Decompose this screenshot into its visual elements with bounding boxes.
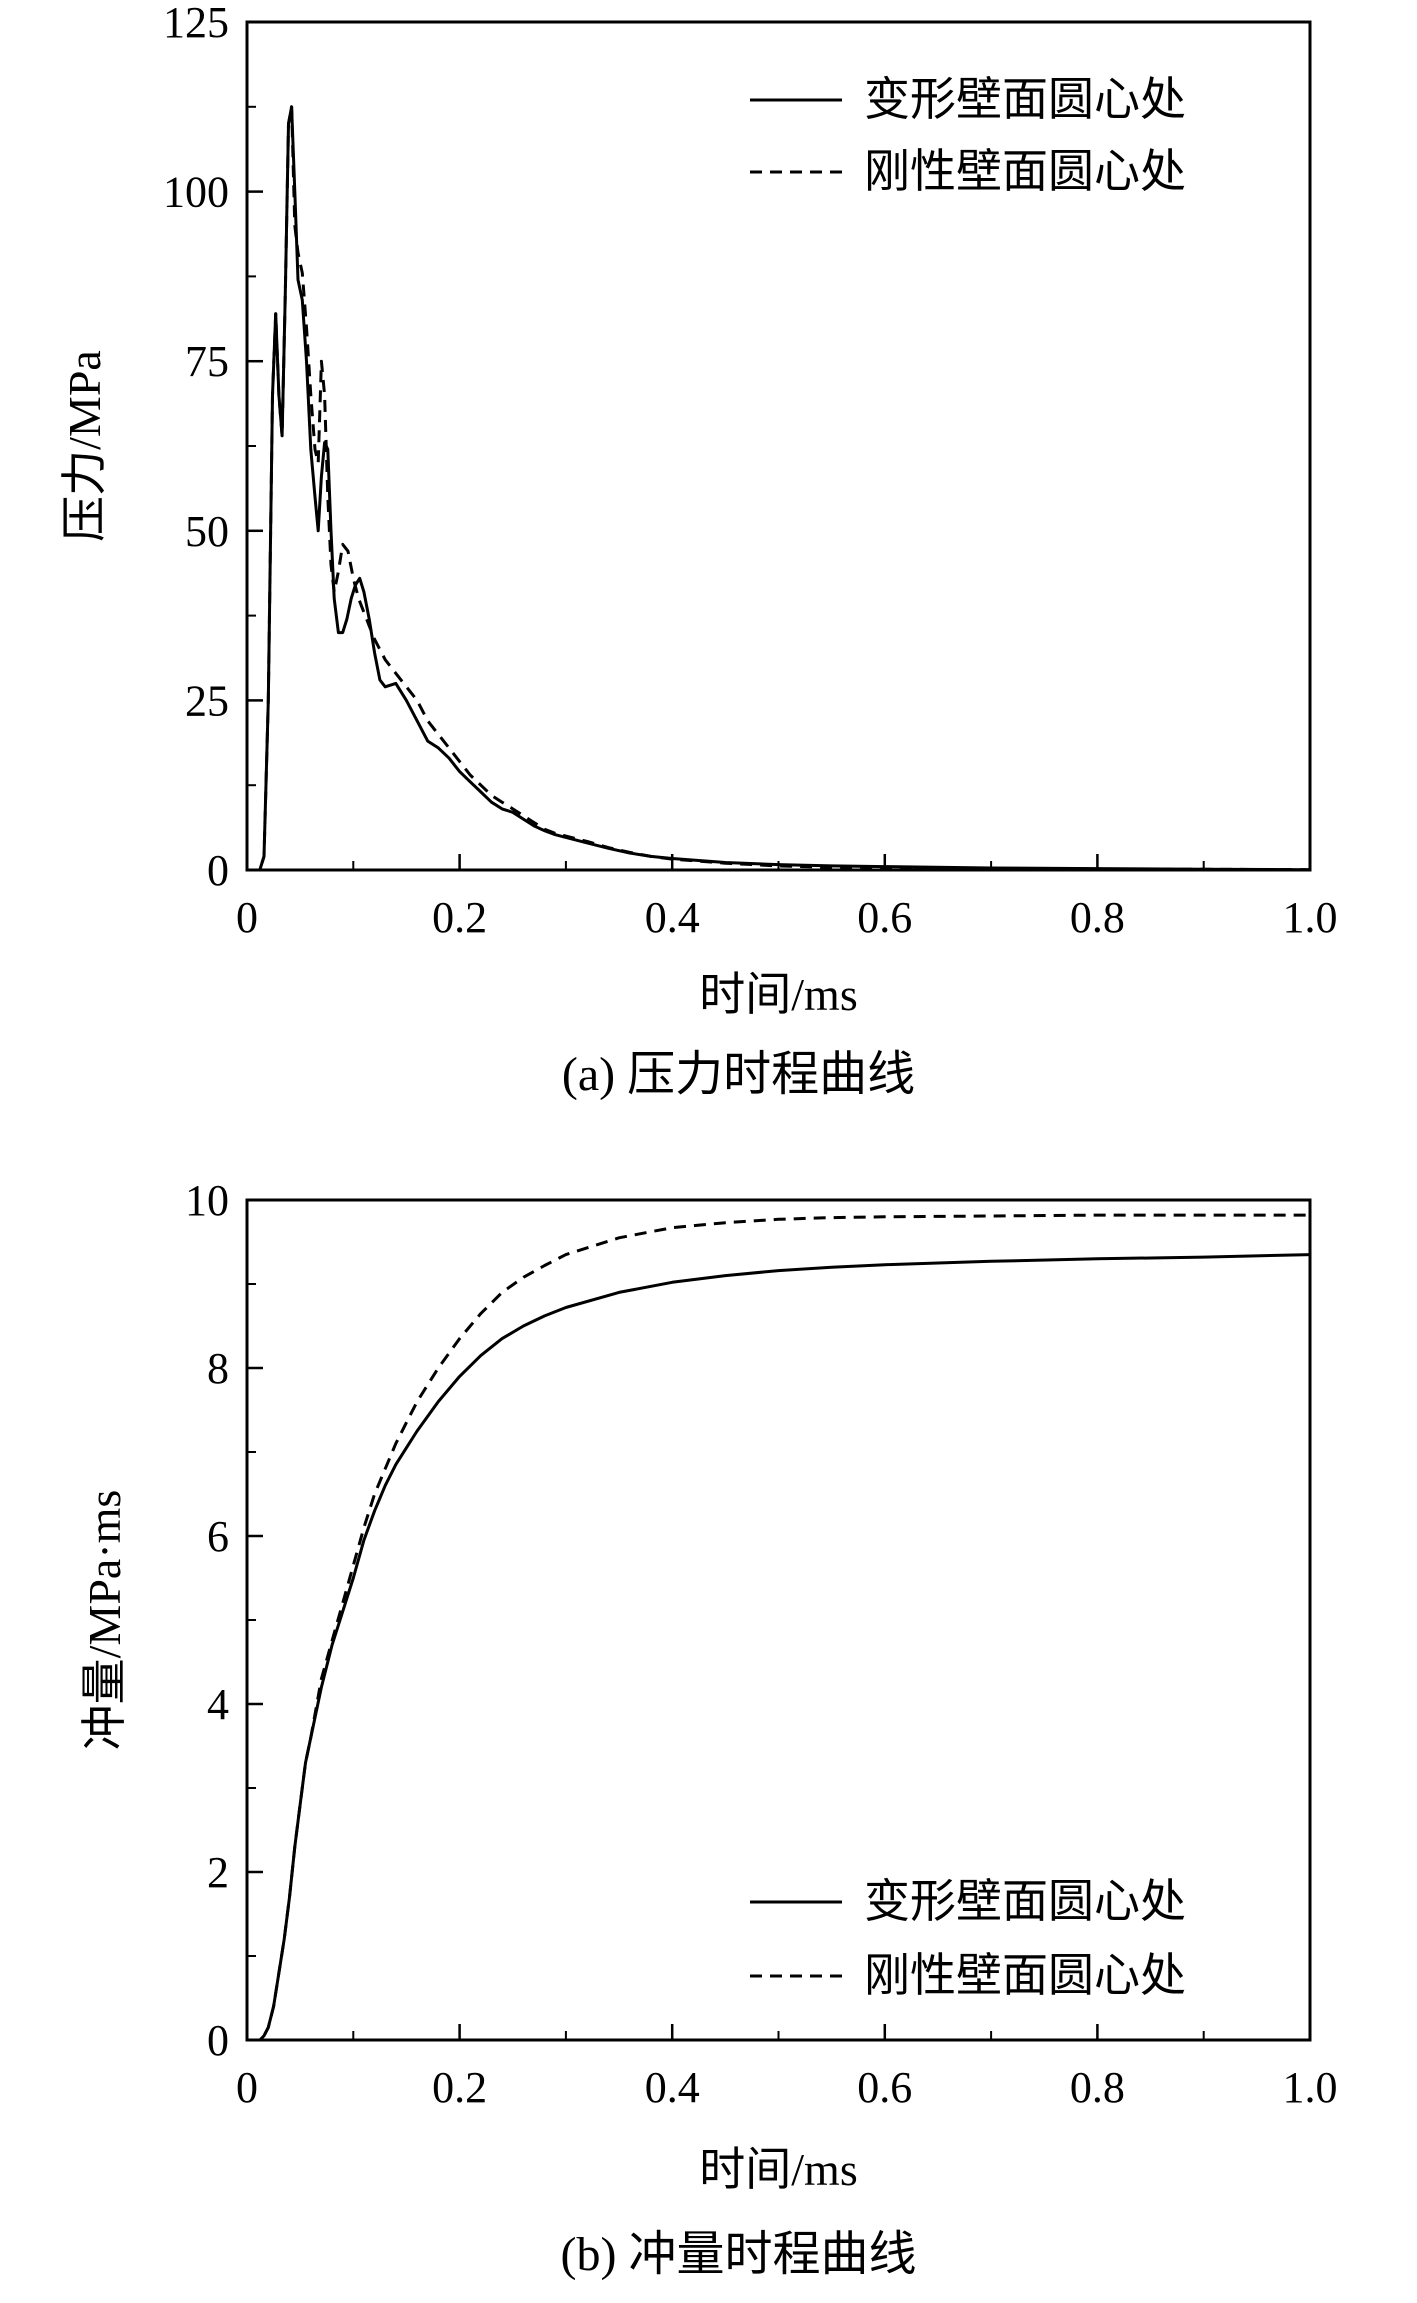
panel-caption: (a) 压力时程曲线 xyxy=(562,1048,915,1101)
rigid-wall-series-line xyxy=(247,1213,1310,2042)
y-axis-label: 压力/MPa xyxy=(59,350,110,542)
x-tick-label: 0.6 xyxy=(857,893,912,942)
legend-label: 刚性壁面圆心处 xyxy=(864,1950,1186,2001)
y-tick-label: 6 xyxy=(207,1512,229,1561)
x-tick-label: 0 xyxy=(236,2063,258,2112)
x-tick-label: 0.8 xyxy=(1070,893,1125,942)
y-tick-label: 25 xyxy=(185,676,229,725)
legend-label: 变形壁面圆心处 xyxy=(864,74,1186,125)
x-tick-label: 0.6 xyxy=(857,2063,912,2112)
y-tick-label: 75 xyxy=(185,337,229,386)
impulse-panel: 0 0.2 0.4 0.6 0.8 1.0 0 2 4 6 8 10 变形壁面圆心处刚性壁面圆心处时间/… xyxy=(79,1176,1338,2281)
x-tick-label: 0.2 xyxy=(432,2063,487,2112)
y-tick-label: 8 xyxy=(207,1344,229,1393)
y-tick-label: 4 xyxy=(207,1680,229,1729)
panel-caption: (b) 冲量时程曲线 xyxy=(561,2228,917,2281)
y-tick-label: 0 xyxy=(207,2016,229,2065)
legend-label: 刚性壁面圆心处 xyxy=(864,146,1186,197)
x-tick-label: 0.4 xyxy=(645,893,700,942)
x-axis-label: 时间/ms xyxy=(699,2144,857,2195)
y-axis-label: 冲量/MPa·ms xyxy=(79,1490,130,1751)
x-axis-label: 时间/ms xyxy=(699,969,857,1020)
y-tick-label: 0 xyxy=(207,846,229,895)
legend-label: 变形壁面圆心处 xyxy=(864,1876,1186,1927)
rigid-wall-series-line xyxy=(247,105,1311,872)
y-tick-label: 10 xyxy=(185,1176,229,1225)
x-tick-label: 0.2 xyxy=(432,893,487,942)
pressure-panel: 0 0.2 0.4 0.6 0.8 1.0 0 25 50 75 100 125 变形壁面圆心处刚性壁面… xyxy=(59,0,1338,1101)
x-tick-label: 0.4 xyxy=(645,2063,700,2112)
x-tick-label: 1.0 xyxy=(1283,2063,1338,2112)
x-tick-label: 1.0 xyxy=(1283,893,1338,942)
y-tick-label: 100 xyxy=(163,168,229,217)
y-tick-label: 125 xyxy=(163,0,229,47)
x-tick-label: 0 xyxy=(236,893,258,942)
x-tick-label: 0.8 xyxy=(1070,2063,1125,2112)
deformed-wall-series-line xyxy=(247,105,1311,872)
y-tick-label: 2 xyxy=(207,1848,229,1897)
y-tick-label: 50 xyxy=(185,507,229,556)
